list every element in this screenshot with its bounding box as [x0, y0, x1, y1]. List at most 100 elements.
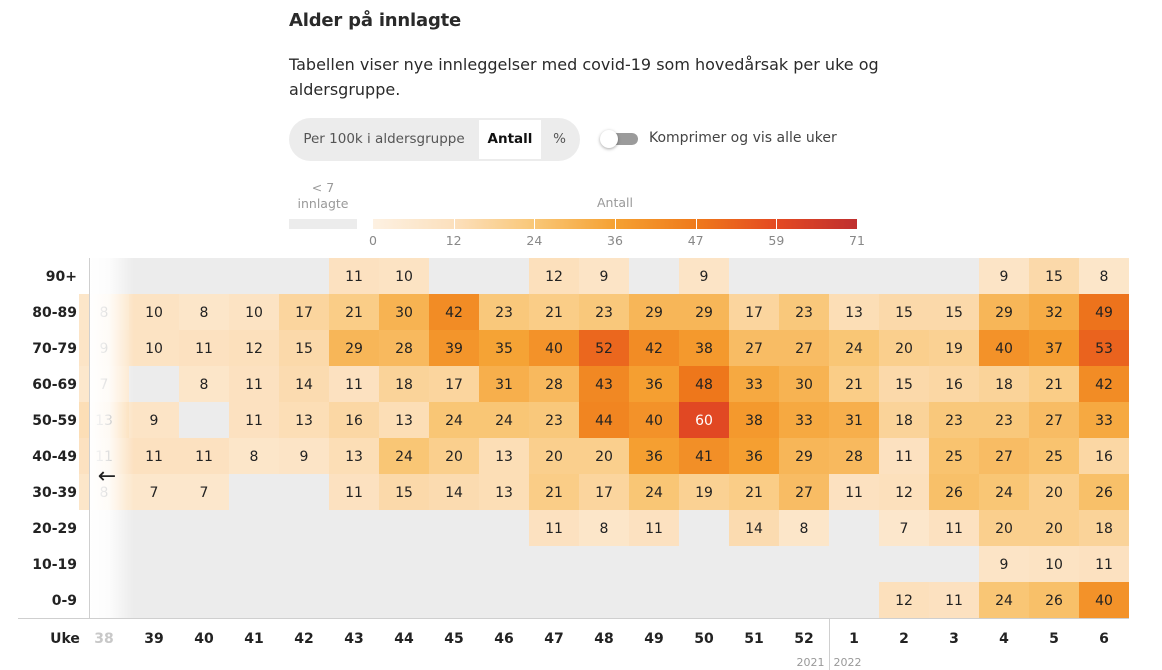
heatmap-cell-label: 23: [495, 305, 513, 321]
legend-separator: [453, 219, 455, 229]
week-label: 49: [644, 631, 663, 647]
heatmap-cell: [1079, 438, 1129, 474]
heatmap-cell: [529, 366, 579, 402]
heatmap-cell: [1029, 438, 1079, 474]
heatmap-cell: [929, 330, 979, 366]
heatmap-cell-label: 28: [845, 449, 863, 465]
week-label: 46: [494, 631, 513, 647]
heatmap-cell: [579, 294, 629, 330]
heatmap-cell-label: 12: [245, 341, 263, 357]
heatmap-cell-label: 31: [845, 413, 863, 429]
heatmap-cell-label: 21: [545, 485, 563, 501]
row-label: 0-9: [52, 593, 77, 609]
heatmap-cell: [429, 402, 479, 438]
row-label: 70-79: [32, 341, 77, 357]
heatmap-cell-label: 29: [695, 305, 713, 321]
heatmap-cell: [179, 330, 229, 366]
heatmap-cell-label: 13: [295, 413, 313, 429]
compress-weeks-toggle[interactable]: [600, 130, 638, 148]
segment-antall[interactable]: Antall: [479, 120, 541, 159]
heatmap-cell: [329, 294, 379, 330]
heatmap-cell: [979, 510, 1029, 546]
heatmap-cell: [579, 402, 629, 438]
segment-per-100k[interactable]: Per 100k i aldersgruppe: [303, 131, 465, 147]
heatmap-cell: [979, 474, 1029, 510]
heatmap-cell: [429, 366, 479, 402]
arrow-left-icon[interactable]: ←: [97, 464, 117, 489]
heatmap-cell: [679, 294, 729, 330]
heatmap-cell-label: 28: [545, 377, 563, 393]
heatmap-cell-label: 8: [200, 305, 209, 321]
heatmap-cell: [1029, 366, 1079, 402]
heatmap-cell: [1029, 402, 1079, 438]
heatmap-cell: [629, 474, 679, 510]
heatmap-cell: [279, 438, 329, 474]
heatmap-cell-label: 16: [345, 413, 363, 429]
heatmap-cell-label: 52: [595, 341, 613, 357]
heatmap-cell-label: 21: [1045, 377, 1063, 393]
heatmap-cell-label: 27: [1045, 413, 1063, 429]
row-label: 20-29: [32, 521, 77, 537]
week-label: 45: [444, 631, 463, 647]
heatmap-cell: [479, 474, 529, 510]
heatmap-cell: [579, 474, 629, 510]
heatmap-cell: [929, 294, 979, 330]
heatmap-cell-label: 7: [200, 485, 209, 501]
week-label: 3: [949, 631, 959, 647]
heatmap-cell-label: 11: [1095, 557, 1113, 573]
heatmap-cell: [829, 294, 879, 330]
heatmap-cell-label: 29: [345, 341, 363, 357]
heatmap-cell-label: 7: [900, 521, 909, 537]
heatmap-cell-label: 17: [295, 305, 313, 321]
heatmap-cell: [1079, 294, 1129, 330]
heatmap-cell-label: 27: [995, 449, 1013, 465]
heatmap-cell-label: 7: [150, 485, 159, 501]
heatmap-cell-label: 9: [1000, 557, 1009, 573]
heatmap-cell: [479, 438, 529, 474]
heatmap-cell-label: 20: [545, 449, 563, 465]
heatmap-cell: [579, 330, 629, 366]
heatmap-cell-label: 29: [995, 305, 1013, 321]
compress-weeks-label: Komprimer og vis alle uker: [649, 130, 837, 146]
legend-tick: 12: [445, 233, 462, 248]
heatmap-cell-label: 23: [795, 305, 813, 321]
heatmap-cell: [579, 258, 629, 294]
heatmap-cell-label: 27: [745, 341, 763, 357]
heatmap-cell: [629, 438, 679, 474]
heatmap-cell-label: 40: [1095, 593, 1113, 609]
heatmap-cell-label: 40: [995, 341, 1013, 357]
heatmap-cell-label: 15: [895, 305, 913, 321]
week-label: 6: [1099, 631, 1109, 647]
heatmap-cell: [479, 330, 529, 366]
heatmap-cell-label: 36: [645, 377, 663, 393]
heatmap-cell-label: 20: [445, 449, 463, 465]
heatmap-cell-label: 16: [1095, 449, 1113, 465]
heatmap-cell-label: 18: [995, 377, 1013, 393]
heatmap-cell-label: 8: [1100, 269, 1109, 285]
heatmap-cell-label: 15: [1045, 269, 1063, 285]
heatmap-cell-label: 44: [595, 413, 613, 429]
heatmap-cell: [579, 366, 629, 402]
heatmap-cell-label: 16: [945, 377, 963, 393]
segment-percent[interactable]: %: [553, 131, 566, 147]
heatmap-cell-label: 13: [345, 449, 363, 465]
below-threshold-label: < 7 innlagte: [297, 180, 349, 211]
heatmap-cell-label: 10: [395, 269, 413, 285]
heatmap-cell-label: 18: [895, 413, 913, 429]
heatmap-cell-label: 38: [695, 341, 713, 357]
week-label: 47: [544, 631, 563, 647]
heatmap-cell-label: 11: [895, 449, 913, 465]
heatmap-cell: [529, 402, 579, 438]
heatmap-cell-label: 21: [745, 485, 763, 501]
heatmap-cell-label: 29: [795, 449, 813, 465]
heatmap-cell-label: 40: [645, 413, 663, 429]
heatmap-cell: [729, 330, 779, 366]
heatmap-cell-label: 17: [595, 485, 613, 501]
heatmap-cell-label: 15: [895, 377, 913, 393]
heatmap-cell-label: 14: [445, 485, 463, 501]
heatmap-cell: [879, 510, 929, 546]
heatmap-cell: [979, 582, 1029, 618]
heatmap-cell: [779, 438, 829, 474]
heatmap-cell-label: 24: [445, 413, 463, 429]
heatmap-cell: [729, 366, 779, 402]
